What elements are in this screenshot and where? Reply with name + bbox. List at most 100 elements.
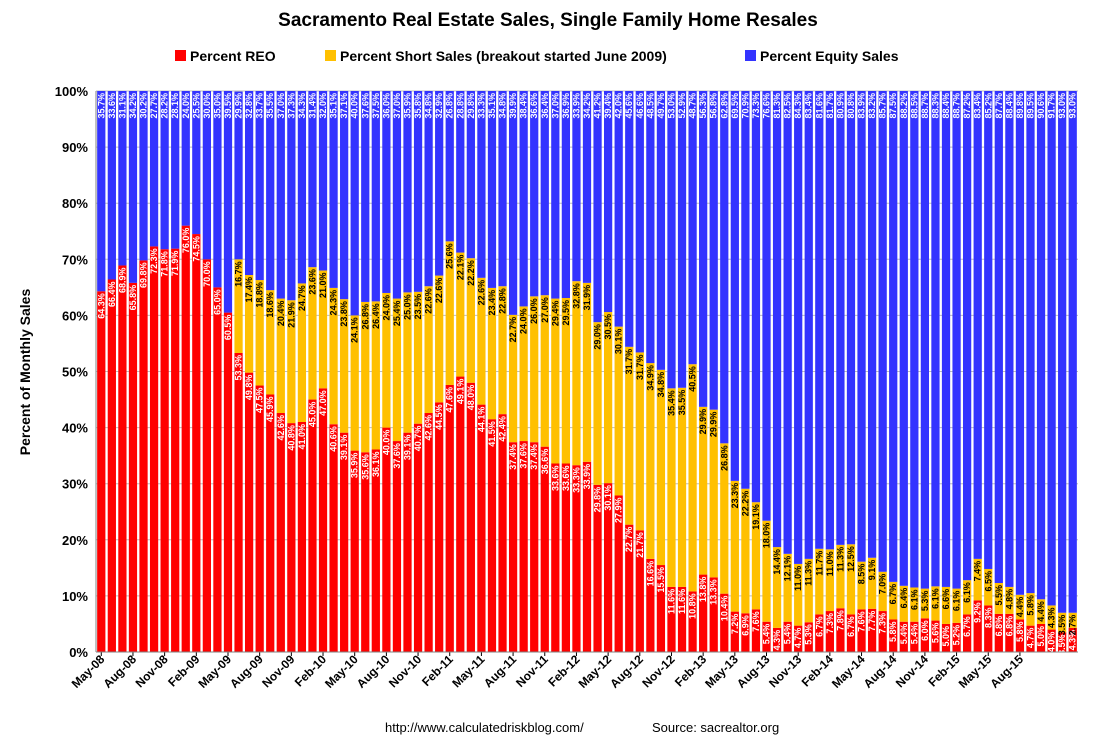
bar-short-sales-13 [234,259,243,353]
data-label-equity-75: 87.5% [888,93,898,119]
data-label-short-sales-61: 22.2% [740,491,750,517]
data-label-short-sales-49: 30.1% [614,329,624,355]
data-label-reo-32: 44.5% [434,404,444,430]
bar-reo-70 [836,608,845,652]
data-label-equity-45: 33.9% [571,93,581,119]
data-label-equity-92: 93.0% [1068,93,1078,119]
data-label-equity-43: 37.0% [550,93,560,119]
data-label-reo-73: 7.7% [867,611,877,632]
data-label-short-sales-51: 31.7% [635,354,645,380]
data-label-equity-70: 80.9% [835,93,845,119]
bar-short-sales-81 [952,588,961,623]
bar-reo-92 [1068,627,1077,652]
bar-equity-62 [751,91,761,503]
bar-reo-12 [223,312,233,652]
data-label-equity-29: 35.9% [402,93,412,119]
data-label-short-sales-24: 24.1% [350,317,360,343]
bar-equity-23 [340,91,349,300]
data-label-short-sales-15: 18.8% [255,282,265,308]
data-label-reo-71: 6.7% [846,616,856,637]
bar-short-sales-72 [857,561,866,610]
data-label-reo-39: 37.4% [508,444,518,470]
bar-short-sales-23 [340,299,349,433]
data-label-short-sales-73: 9.1% [867,560,877,581]
data-label-short-sales-23: 23.8% [339,301,349,327]
bar-equity-82 [963,91,972,581]
data-label-equity-50: 45.6% [624,93,634,119]
bar-short-sales-67 [804,558,813,623]
y-tick-label: 60% [62,308,88,323]
data-label-reo-67: 5.3% [804,624,814,645]
bar-short-sales-74 [878,571,887,612]
data-label-equity-14: 32.8% [244,93,254,119]
bar-short-sales-79 [931,586,940,621]
data-label-short-sales-33: 25.6% [445,243,455,269]
bar-equity-40 [519,91,528,307]
bar-short-sales-71 [846,544,856,615]
data-label-equity-81: 88.7% [952,93,962,119]
data-label-reo-40: 37.6% [519,443,529,469]
bar-reo-44 [561,463,570,652]
data-label-reo-54: 11.6% [666,589,676,614]
bar-short-sales-59 [720,443,729,594]
bar-short-sales-51 [635,352,644,531]
x-tick-label: Nov-14 [893,652,931,690]
bar-equity-30 [413,91,423,292]
data-label-equity-37: 35.1% [487,93,497,119]
data-label-reo-27: 40.0% [381,430,391,456]
x-tick-label: May-10 [322,652,361,691]
bar-reo-60 [730,611,739,652]
bar-short-sales-22 [329,287,338,425]
data-label-short-sales-63: 18.0% [762,523,772,549]
bar-short-sales-86 [1005,586,1014,614]
bar-equity-80 [941,91,951,587]
data-label-reo-81: 5.2% [952,625,962,646]
data-label-reo-87: 5.8% [1015,621,1025,642]
bar-short-sales-90 [1047,605,1056,630]
y-tick-label: 70% [62,252,88,267]
bar-short-sales-63 [762,520,771,622]
data-label-reo-20: 45.0% [307,402,317,428]
data-label-reo-6: 71.8% [160,251,170,277]
bar-short-sales-66 [794,563,803,626]
bar-reo-80 [941,623,951,652]
data-label-equity-80: 88.4% [941,93,951,119]
legend-label-equity: Percent Equity Sales [760,48,899,64]
data-label-equity-71: 80.8% [846,93,856,119]
bar-reo-7 [171,248,180,652]
data-label-equity-17: 37.0% [276,93,286,119]
x-tick-label: Feb-11 [419,652,456,689]
data-label-reo-83: 9.2% [973,602,983,623]
bar-short-sales-49 [614,326,623,496]
data-label-equity-10: 30.0% [202,93,212,119]
bar-equity-33 [445,91,454,242]
bar-short-sales-33 [445,241,454,385]
bar-equity-53 [656,91,666,370]
data-label-equity-83: 83.4% [973,93,983,119]
data-label-short-sales-84: 6.5% [983,571,993,592]
data-label-short-sales-65: 12.1% [783,556,793,582]
data-label-short-sales-59: 26.8% [719,445,729,471]
bar-reo-86 [1005,613,1014,652]
bar-reo-15 [255,385,264,652]
bar-short-sales-42 [540,295,549,447]
bar-reo-52 [646,558,655,652]
y-tick-label: 100% [55,84,89,99]
legend-swatch-short-sales [325,50,336,61]
data-label-short-sales-47: 29.0% [593,324,603,350]
bar-equity-29 [403,91,412,293]
data-label-short-sales-48: 30.5% [603,314,613,340]
data-label-short-sales-55: 35.5% [677,390,687,416]
bar-equity-41 [530,91,539,297]
bar-equity-69 [825,91,834,550]
bar-short-sales-36 [477,277,486,405]
data-label-short-sales-14: 17.4% [244,277,254,303]
bar-short-sales-44 [561,298,570,464]
data-label-short-sales-40: 24.0% [519,308,529,334]
bar-reo-36 [477,404,486,652]
data-label-short-sales-75: 6.7% [888,584,898,605]
data-label-short-sales-54: 35.4% [666,390,676,416]
bar-reo-91 [1058,632,1067,652]
data-label-reo-12: 60.5% [223,315,233,341]
bar-reo-47 [593,484,602,652]
